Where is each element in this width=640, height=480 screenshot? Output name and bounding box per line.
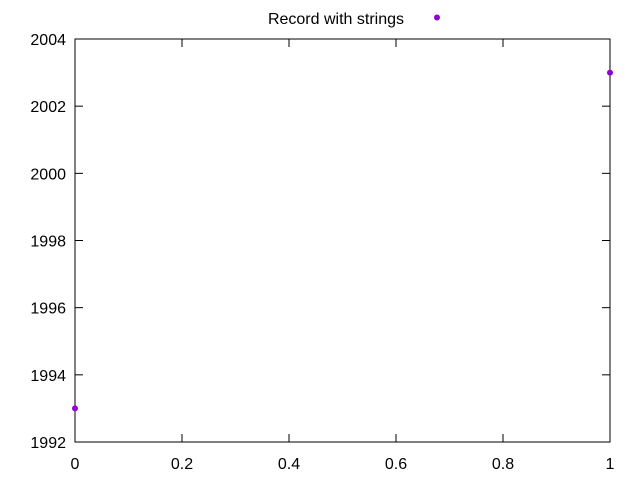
x-axis-tick-labels: 0 0.2 0.4 0.6 0.8 1 [71, 456, 615, 473]
x-tick-label: 1 [606, 456, 615, 473]
y-tick-label: 2002 [30, 99, 66, 116]
x-tick-label: 0.2 [171, 456, 193, 473]
x-axis-ticks [74, 39, 611, 442]
x-tick-label: 0.8 [492, 456, 514, 473]
y-axis-tick-labels: 1992 1994 1996 1998 2000 2002 2004 [30, 32, 66, 452]
data-points [72, 69, 613, 412]
y-tick-label: 2004 [30, 32, 66, 49]
legend-label: Record with strings [268, 11, 404, 28]
legend-marker [434, 14, 440, 21]
legend: Record with strings [268, 11, 440, 28]
y-axis-ticks [75, 38, 610, 443]
data-point [607, 69, 613, 76]
y-tick-label: 1998 [30, 234, 66, 251]
x-tick-label: 0.6 [385, 456, 407, 473]
y-tick-label: 1994 [30, 368, 66, 385]
data-point [72, 405, 78, 412]
plot-frame [74, 38, 611, 443]
x-tick-label: 0.4 [278, 456, 300, 473]
y-tick-label: 1996 [30, 301, 66, 318]
x-tick-label: 0 [71, 456, 80, 473]
y-tick-label: 1992 [30, 435, 66, 452]
y-tick-label: 2000 [30, 166, 66, 183]
